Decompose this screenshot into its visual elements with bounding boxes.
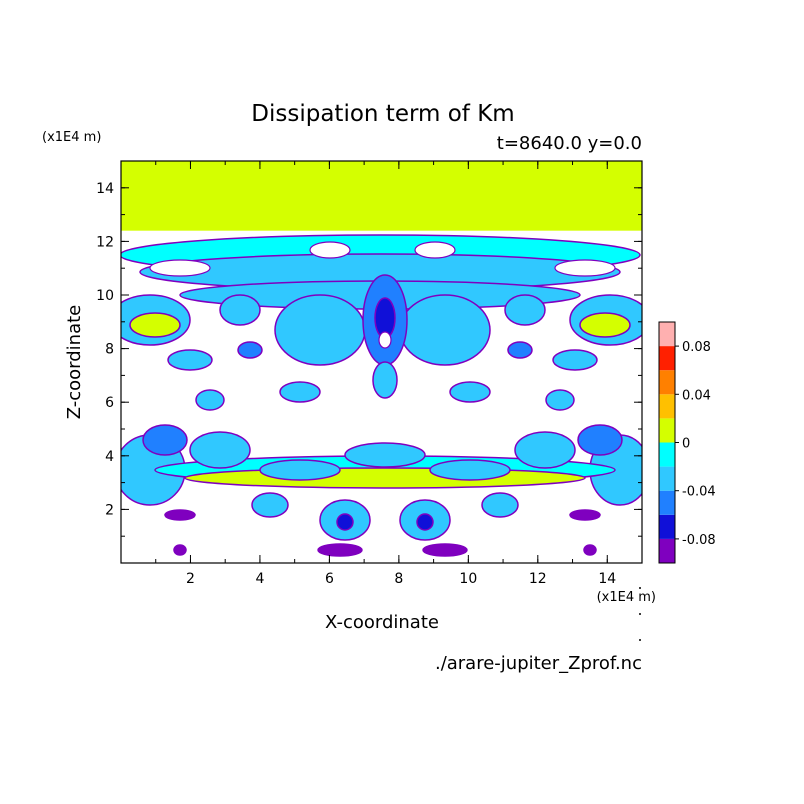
contour-region	[545, 389, 575, 411]
marker-dot	[639, 613, 641, 615]
contour-hole	[378, 331, 392, 349]
x-tick-label: 8	[394, 571, 403, 587]
colorbar-tick-label: 0	[682, 437, 690, 452]
contour-region	[279, 381, 321, 403]
contour-hole	[309, 241, 351, 259]
colorbar-tick-label: -0.08	[682, 533, 716, 548]
contour-region	[481, 492, 519, 518]
colorbar-tick-label: 0.04	[682, 388, 711, 403]
x-tick-label: 10	[459, 571, 477, 587]
y-tick-label: 4	[105, 449, 114, 465]
contour-region	[416, 513, 434, 531]
y-unit-label: (x1E4 m)	[42, 130, 101, 145]
marker-dot	[639, 639, 641, 641]
contour-region	[577, 424, 623, 456]
colorbar-segment	[659, 538, 675, 563]
x-tick-label: 6	[325, 571, 334, 587]
contour-region	[274, 294, 366, 366]
contour-region	[579, 312, 631, 338]
contour-field	[121, 161, 642, 563]
contour-region	[237, 341, 263, 359]
y-tick-label: 14	[96, 181, 114, 197]
colorbar-segment	[659, 370, 675, 395]
contour-band	[121, 161, 642, 231]
contour-region	[429, 459, 511, 481]
contour-region	[449, 381, 491, 403]
chart-subtitle: t=8640.0 y=0.0	[497, 133, 642, 154]
contour-region	[195, 389, 225, 411]
chart-title: Dissipation term of Km	[251, 101, 514, 127]
contour-region	[142, 424, 188, 456]
contour-region	[184, 467, 586, 489]
x-axis-ticks: 2 4 6 8 10 12 14	[155, 161, 643, 587]
y-tick-label: 2	[105, 502, 114, 518]
plot-frame	[120, 160, 643, 564]
contour-hole	[414, 241, 456, 259]
contour-hole	[149, 259, 211, 277]
colorbar-segment	[659, 442, 675, 467]
contour-region	[189, 431, 251, 469]
x-tick-label: 12	[529, 571, 547, 587]
colorbar-segment	[659, 322, 675, 347]
contour-region	[552, 349, 598, 371]
colorbar-tick-label: -0.04	[682, 485, 716, 500]
x-axis-label: X-coordinate	[325, 612, 439, 633]
contour-region	[344, 442, 426, 468]
contour-region	[372, 361, 398, 399]
y-axis-ticks: 2 4 6 8 10 12 14	[96, 160, 642, 537]
colorbar-segment	[659, 394, 675, 419]
colorbar-tick-label: 0.08	[682, 340, 711, 355]
contour-region	[259, 459, 341, 481]
colorbar-segment	[659, 490, 675, 515]
contour-region	[173, 544, 187, 556]
y-tick-label: 12	[96, 234, 114, 250]
contour-region	[336, 513, 354, 531]
contour-region	[507, 341, 533, 359]
contour-region	[167, 349, 213, 371]
y-tick-label: 8	[105, 342, 114, 358]
contour-region	[219, 294, 261, 326]
contour-region	[317, 543, 363, 557]
source-file-label: ./arare-jupiter_Zprof.nc	[435, 653, 642, 674]
contour-region	[251, 492, 289, 518]
x-tick-label: 2	[186, 571, 195, 587]
colorbar: -0.08 -0.04 0 0.04 0.08	[658, 321, 716, 564]
contour-region	[504, 294, 546, 326]
x-tick-label: 14	[598, 571, 616, 587]
contour-hole	[554, 259, 616, 277]
contour-region	[164, 509, 196, 521]
contour-region	[583, 544, 597, 556]
contour-region	[569, 509, 601, 521]
y-axis-label: Z-coordinate	[64, 305, 85, 420]
contour-region	[129, 312, 181, 338]
x-tick-label: 4	[255, 571, 264, 587]
contour-region	[399, 294, 491, 366]
marker-dot	[639, 587, 641, 589]
y-tick-label: 10	[96, 288, 114, 304]
y-tick-label: 6	[105, 395, 114, 411]
colorbar-segment	[659, 514, 675, 539]
contour-region	[514, 431, 576, 469]
colorbar-segment	[659, 466, 675, 491]
x-unit-label: (x1E4 m)	[597, 590, 656, 605]
contour-region	[422, 543, 468, 557]
colorbar-segment	[659, 418, 675, 443]
colorbar-segment	[659, 346, 675, 371]
